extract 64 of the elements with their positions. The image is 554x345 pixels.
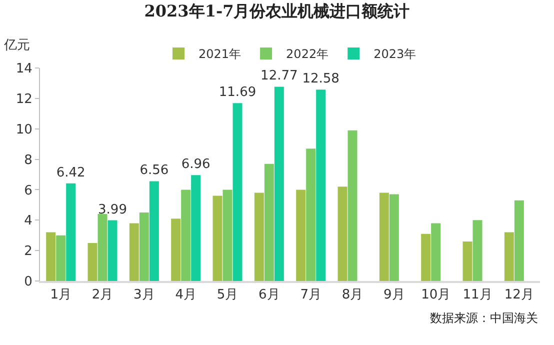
bar xyxy=(514,200,524,281)
bar xyxy=(171,218,181,281)
x-tick-label: 12月 xyxy=(504,288,534,303)
bar xyxy=(181,190,191,281)
data-label: 3.99 xyxy=(98,202,127,218)
bar xyxy=(338,186,348,281)
x-tick-label: 3月 xyxy=(134,288,155,303)
x-tick-label: 11月 xyxy=(462,288,492,303)
bar xyxy=(56,235,66,281)
x-tick-label: 2月 xyxy=(92,288,114,303)
bar xyxy=(431,223,441,281)
chart-title: 2023年1-7月份农业机械进口额统计 xyxy=(144,1,410,20)
bar xyxy=(316,90,326,281)
bar xyxy=(254,192,264,281)
y-tick-label: 12 xyxy=(16,92,32,107)
data-label: 12.77 xyxy=(260,68,298,84)
data-label: 6.96 xyxy=(181,157,210,172)
legend-label: 2022年 xyxy=(286,47,329,62)
bar xyxy=(296,190,306,281)
x-tick-label: 4月 xyxy=(175,288,196,303)
x-tick-label: 10月 xyxy=(421,288,451,303)
legend-label: 2023年 xyxy=(374,47,416,62)
bar xyxy=(222,190,232,281)
bar xyxy=(88,242,98,281)
bar xyxy=(379,192,389,281)
bar xyxy=(98,214,108,281)
x-tick-label: 5月 xyxy=(216,288,238,303)
x-tick-label: 1月 xyxy=(50,288,72,303)
x-tick-label: 7月 xyxy=(300,288,322,303)
bar xyxy=(232,103,242,281)
data-label: 6.56 xyxy=(140,163,169,178)
y-tick-label: 10 xyxy=(16,122,32,138)
bar xyxy=(462,241,472,281)
bar xyxy=(139,212,149,281)
y-tick-label: 14 xyxy=(16,62,32,77)
bar xyxy=(191,175,201,281)
x-tick-label: 6月 xyxy=(258,288,280,303)
y-tick-label: 0 xyxy=(24,274,32,290)
bar xyxy=(108,220,118,281)
bar xyxy=(264,164,274,281)
data-label: 11.69 xyxy=(218,85,256,100)
data-label: 6.42 xyxy=(56,165,86,180)
bar xyxy=(348,130,358,281)
legend-label: 2021年 xyxy=(198,47,242,62)
y-axis-title: 亿元 xyxy=(3,38,30,53)
bar xyxy=(149,181,159,281)
bar xyxy=(504,232,514,281)
y-tick-label: 6 xyxy=(24,183,32,198)
bar xyxy=(212,196,222,281)
y-tick-label: 4 xyxy=(24,214,32,229)
source-note: 数据来源：中国海关 xyxy=(430,311,538,325)
x-tick-label: 9月 xyxy=(384,288,405,303)
bar xyxy=(274,86,284,281)
x-tick-label: 8月 xyxy=(342,288,364,303)
bar xyxy=(66,183,76,281)
bar xyxy=(472,220,482,281)
bar xyxy=(129,223,139,281)
y-tick-label: 8 xyxy=(24,152,32,168)
bar xyxy=(306,148,316,281)
y-tick-label: 2 xyxy=(24,244,32,260)
bar xyxy=(46,232,56,281)
bar xyxy=(389,194,399,281)
bar xyxy=(421,234,431,281)
data-label: 12.58 xyxy=(302,72,340,87)
